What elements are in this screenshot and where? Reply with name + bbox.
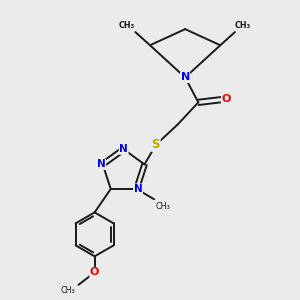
Text: N: N (97, 159, 106, 170)
Text: N: N (181, 73, 190, 82)
Text: CH₃: CH₃ (119, 21, 135, 30)
Text: O: O (90, 268, 99, 278)
Text: N: N (119, 144, 128, 154)
Text: CH₃: CH₃ (235, 21, 251, 30)
Text: CH₃: CH₃ (156, 202, 170, 211)
Text: O: O (221, 94, 231, 104)
Text: CH₃: CH₃ (61, 286, 76, 295)
Text: N: N (134, 184, 142, 194)
Text: S: S (152, 138, 160, 151)
